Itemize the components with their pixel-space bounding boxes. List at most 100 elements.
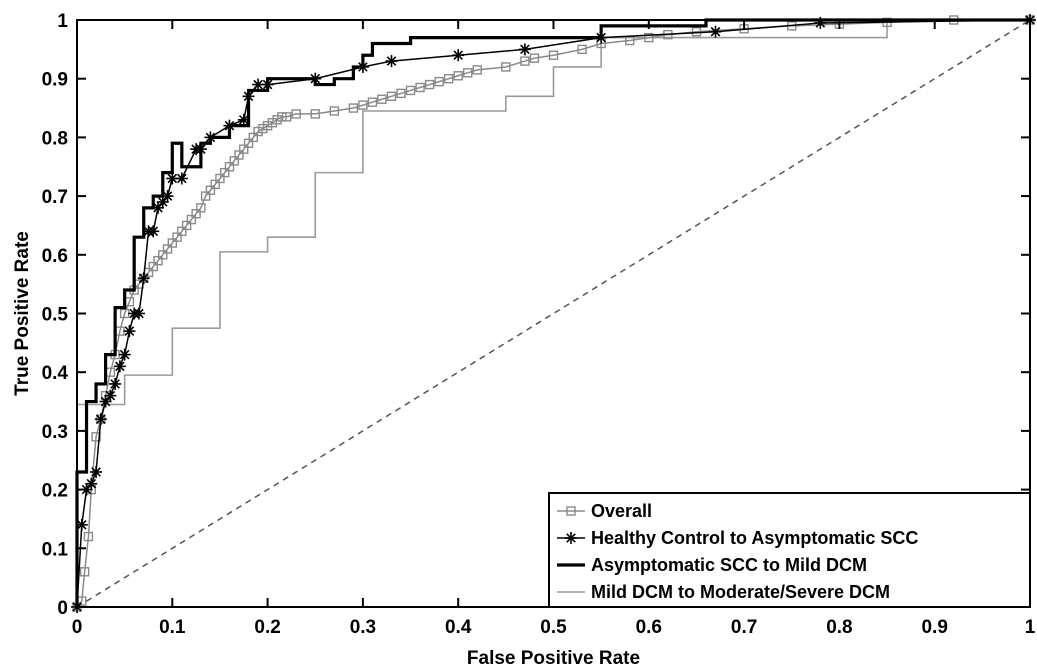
series-point <box>577 44 587 55</box>
series-point <box>175 172 188 185</box>
series-point <box>253 126 263 137</box>
series-point <box>291 109 301 119</box>
series-point <box>196 203 206 213</box>
asterisk-stroke <box>253 79 263 90</box>
x-axis-label: False Positive Rate <box>467 648 640 669</box>
series-point <box>205 185 216 195</box>
series-point <box>310 109 320 119</box>
asterisk-stroke <box>138 273 149 284</box>
series-point <box>123 325 136 338</box>
y-tick-label: 0 <box>57 598 68 619</box>
series-point <box>453 71 463 81</box>
series-point <box>644 32 654 43</box>
series-point <box>529 53 540 63</box>
x-tick-label: 0.7 <box>731 617 757 638</box>
series-point <box>200 191 211 201</box>
y-tick-label: 0.1 <box>42 539 69 560</box>
series-point <box>109 377 122 390</box>
asterisk-stroke <box>91 467 101 477</box>
series-point <box>358 100 368 110</box>
series-point <box>132 307 145 320</box>
y-tick-label: 0.6 <box>42 246 68 267</box>
series-point <box>405 85 416 96</box>
series-point <box>94 413 107 426</box>
series-point <box>83 531 94 542</box>
x-tick-label: 0.3 <box>350 617 376 638</box>
asterisk-stroke <box>710 26 721 37</box>
series-point <box>215 173 225 184</box>
series-point <box>267 118 278 128</box>
series-point <box>181 220 192 231</box>
legend-box <box>548 492 1031 608</box>
legend-label: Asymptomatic SCC to Mild DCM <box>591 555 867 575</box>
asterisk-stroke <box>167 173 178 184</box>
series-point <box>281 112 292 122</box>
series-point <box>367 97 378 107</box>
series-point <box>434 76 444 87</box>
series-point <box>239 144 249 154</box>
series-point <box>162 244 173 254</box>
y-tick-label: 0.2 <box>42 481 68 502</box>
series-point <box>501 62 511 72</box>
asterisk-stroke <box>177 173 187 184</box>
y-tick-label: 0.8 <box>42 128 68 149</box>
legend-items: Overall Healthy Control to Asymptomatic S… <box>557 501 918 602</box>
series-point <box>396 88 406 99</box>
series-point <box>272 115 282 125</box>
series-point <box>243 138 254 148</box>
asterisk-stroke <box>76 520 87 530</box>
asterisk-stroke <box>105 390 116 401</box>
plot-data-layer <box>71 14 1036 613</box>
series-line <box>76 19 1030 607</box>
series-point <box>104 389 117 402</box>
asterisk-stroke <box>119 349 130 360</box>
legend-item-4: Mild DCM to Moderate/Severe DCM <box>557 582 890 602</box>
y-tick-label: 0.4 <box>42 363 69 384</box>
series-point <box>224 162 235 172</box>
series-point <box>518 43 531 56</box>
series-point <box>258 123 268 134</box>
legend: Overall Healthy Control to Asymptomatic S… <box>548 492 1031 608</box>
series-point <box>472 65 482 75</box>
series-point <box>252 78 265 91</box>
series-point <box>90 465 103 478</box>
asterisk-stroke <box>148 226 159 237</box>
legend-label: Healthy Control to Asymptomatic SCC <box>591 528 918 548</box>
x-tick-label: 0 <box>72 617 83 638</box>
asterisk-stroke <box>115 361 125 372</box>
series-point <box>113 360 126 373</box>
series-point <box>79 567 90 577</box>
series-point <box>147 225 160 238</box>
asterisk-stroke <box>453 50 464 61</box>
series-4 <box>76 19 1030 607</box>
series-point <box>709 25 722 38</box>
series-point <box>262 120 273 131</box>
series-point <box>210 179 220 190</box>
series-point <box>386 91 397 102</box>
asterisk-stroke <box>238 114 249 125</box>
x-tick-label: 0.6 <box>636 617 662 638</box>
series-point <box>566 506 576 516</box>
asterisk-stroke <box>520 44 530 55</box>
x-tick-label: 0.9 <box>921 617 947 638</box>
series-point <box>186 214 197 225</box>
series-point <box>691 27 702 37</box>
series-point <box>167 238 178 248</box>
y-tick-label: 0.5 <box>42 305 69 326</box>
legend-label: Mild DCM to Moderate/Severe DCM <box>591 582 890 602</box>
asterisk-stroke <box>86 478 97 489</box>
series-point <box>415 82 425 93</box>
asterisk-stroke <box>566 533 576 543</box>
asterisk-stroke <box>386 56 397 66</box>
series-point <box>424 79 435 90</box>
legend-label: Overall <box>591 501 652 521</box>
series-line <box>75 18 1030 607</box>
series-point <box>452 49 465 62</box>
series-point <box>234 150 244 160</box>
series-point <box>565 532 577 544</box>
legend-item-2: Healthy Control to Asymptomatic SCC <box>557 528 918 548</box>
asterisk-stroke <box>110 379 120 389</box>
series-point <box>85 477 98 490</box>
series-point <box>329 106 340 116</box>
asterisk-stroke <box>96 414 106 424</box>
